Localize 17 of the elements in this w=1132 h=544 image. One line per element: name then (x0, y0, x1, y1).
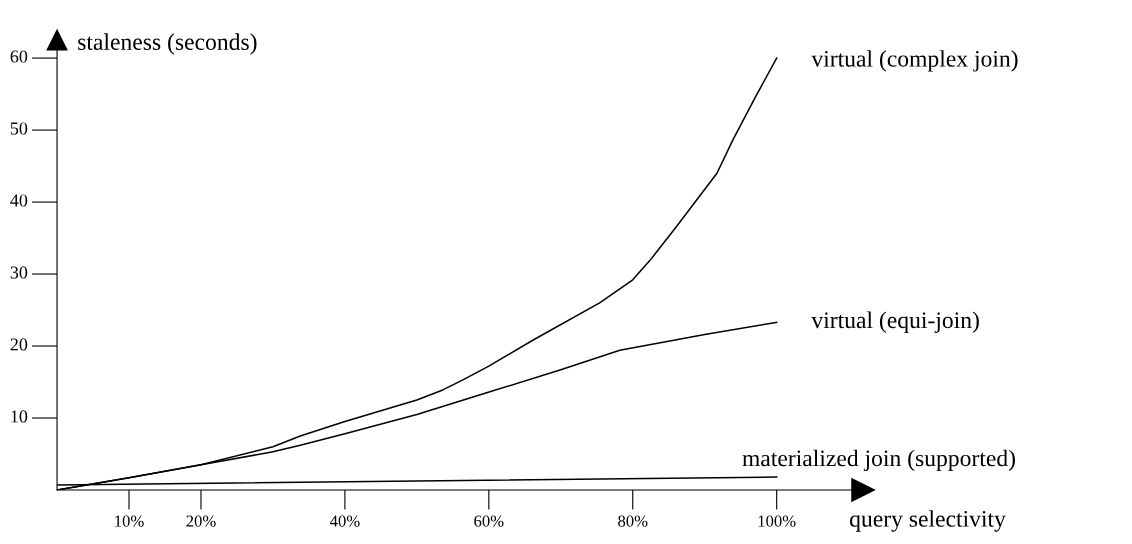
series-label: virtual (complex join) (811, 50, 1018, 72)
x-tick-label: 80% (618, 515, 648, 527)
x-tick-label: 100% (758, 515, 796, 527)
x-tick-label: 40% (329, 515, 360, 527)
x-tick-label: 60% (474, 515, 504, 527)
y-axis-title: staleness (seconds) (78, 33, 257, 55)
x-axis-title: query selectivity (850, 510, 1006, 532)
x-tick-label: 10% (115, 515, 144, 527)
y-tick-label: 40 (10, 194, 28, 207)
y-tick-label: 30 (10, 266, 28, 279)
y-tick-label: 50 (10, 122, 28, 135)
series-label: virtual (equi-join) (811, 311, 979, 333)
y-tick-label: 60 (10, 50, 28, 63)
y-tick-label: 10 (11, 410, 28, 423)
series-label: materialized join (supported) (742, 449, 1015, 472)
x-tick-label: 20% (186, 515, 216, 527)
y-tick-label: 20 (10, 338, 28, 351)
